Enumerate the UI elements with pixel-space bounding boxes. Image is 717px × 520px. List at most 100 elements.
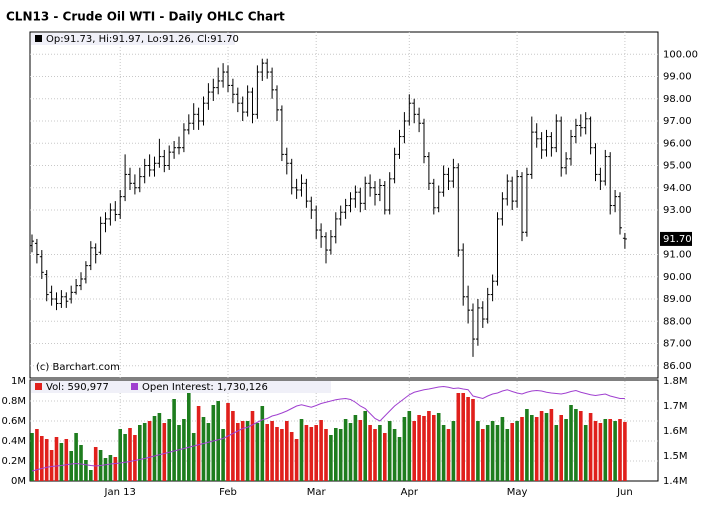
volume-bar xyxy=(314,425,318,481)
volume-bar xyxy=(138,425,142,481)
volume-bar xyxy=(30,433,34,481)
x-tick-label: Mar xyxy=(307,487,327,498)
volume-bar xyxy=(162,423,167,481)
volume-bar xyxy=(471,399,475,481)
volume-bar xyxy=(133,435,137,481)
volume-bar xyxy=(182,419,186,481)
volume-bar xyxy=(544,413,549,481)
volume-bar xyxy=(343,419,348,481)
volume-bar xyxy=(402,417,407,481)
last-price-label: 91.70 xyxy=(663,234,692,245)
y-tick-label: 90.00 xyxy=(663,272,692,283)
volume-bar xyxy=(69,451,73,481)
oi-tick-label: 1.7M xyxy=(663,401,688,412)
volume-bar xyxy=(446,429,451,481)
volume-bar xyxy=(240,421,245,481)
y-tick-label: 91.00 xyxy=(663,250,692,261)
volume-bar xyxy=(236,423,240,481)
volume-bar xyxy=(245,421,250,481)
volume-bar xyxy=(436,413,441,481)
volume-tick-label: 0.2M xyxy=(1,456,26,467)
volume-bar xyxy=(289,432,294,481)
volume-legend: Vol: 590,977 xyxy=(46,382,109,393)
volume-bar xyxy=(485,425,490,481)
volume-bar xyxy=(495,425,500,481)
volume-bar xyxy=(569,405,573,481)
legend-swatch xyxy=(35,35,42,42)
volume-bar xyxy=(187,389,191,481)
volume-bar xyxy=(285,421,289,481)
y-tick-label: 95.00 xyxy=(663,161,692,172)
volume-bar xyxy=(407,411,412,481)
volume-bar xyxy=(89,470,93,481)
volume-bar xyxy=(427,411,431,481)
volume-bar xyxy=(79,445,83,481)
volume-bar xyxy=(211,405,216,481)
volume-bar xyxy=(579,411,583,481)
legend-text: Op:91.73, Hi:91.97, Lo:91.26, Cl:91.70 xyxy=(46,34,239,45)
volume-bar xyxy=(525,409,529,481)
volume-bar xyxy=(505,429,510,481)
copyright: (c) Barchart.com xyxy=(36,362,120,373)
volume-bar xyxy=(500,417,505,481)
volume-bar xyxy=(520,417,524,481)
volume-bar xyxy=(221,429,225,481)
volume-bar xyxy=(231,411,235,481)
volume-bar xyxy=(103,458,108,481)
volume-tick-label: 1M xyxy=(11,376,26,387)
volume-bar xyxy=(152,416,157,481)
volume-bar xyxy=(177,425,181,481)
volume-bar xyxy=(539,411,544,481)
x-tick-label: Apr xyxy=(401,487,419,498)
oi-tick-label: 1.5M xyxy=(663,451,688,462)
volume-bar xyxy=(363,411,367,481)
volume-bar xyxy=(265,424,269,481)
volume-bar xyxy=(255,423,260,481)
oi-tick-label: 1.6M xyxy=(663,426,688,437)
volume-tick-label: 0.6M xyxy=(1,416,26,427)
volume-bar xyxy=(593,421,598,481)
volume-bar xyxy=(201,417,206,481)
volume-bar xyxy=(35,429,39,481)
volume-bar xyxy=(432,415,436,481)
volume-bar xyxy=(118,429,122,481)
volume-tick-label: 0.4M xyxy=(1,436,26,447)
last-price-box xyxy=(660,231,692,246)
volume-bar xyxy=(275,427,279,481)
oi-tick-label: 1.4M xyxy=(663,476,688,487)
volume-bar xyxy=(373,429,377,481)
oi-legend: Open Interest: 1,730,126 xyxy=(142,382,268,393)
y-tick-label: 100.00 xyxy=(663,49,698,60)
volume-bar xyxy=(608,419,612,481)
volume-bar xyxy=(294,439,299,481)
volume-bar xyxy=(510,423,514,481)
volume-bar xyxy=(93,447,98,481)
volume-bar xyxy=(49,450,54,481)
volume-bar xyxy=(319,420,323,481)
y-tick-label: 94.00 xyxy=(663,183,692,194)
volume-bar xyxy=(397,437,402,481)
volume-bar xyxy=(530,415,534,481)
volume-bar xyxy=(250,411,255,481)
y-tick-label: 96.00 xyxy=(663,138,692,149)
volume-bar xyxy=(387,421,392,481)
x-tick-label: May xyxy=(507,487,528,498)
chart-title: CLN13 - Crude Oil WTI - Daily OHLC Chart xyxy=(6,10,285,24)
volume-bar xyxy=(142,423,147,481)
volume-bar xyxy=(226,403,230,481)
volume-bar xyxy=(108,455,113,481)
volume-bar xyxy=(172,399,176,481)
volume-bar xyxy=(113,457,118,481)
volume-bar xyxy=(417,415,421,481)
volume-bar xyxy=(378,425,382,481)
legend-box xyxy=(31,381,331,393)
volume-bar xyxy=(412,421,416,481)
legend-box xyxy=(31,33,235,45)
volume-bar xyxy=(74,433,78,481)
volume-bar xyxy=(206,423,211,481)
volume-bar xyxy=(515,421,519,481)
volume-bar xyxy=(270,421,274,481)
y-tick-label: 88.00 xyxy=(663,316,692,327)
volume-bar xyxy=(441,425,446,481)
